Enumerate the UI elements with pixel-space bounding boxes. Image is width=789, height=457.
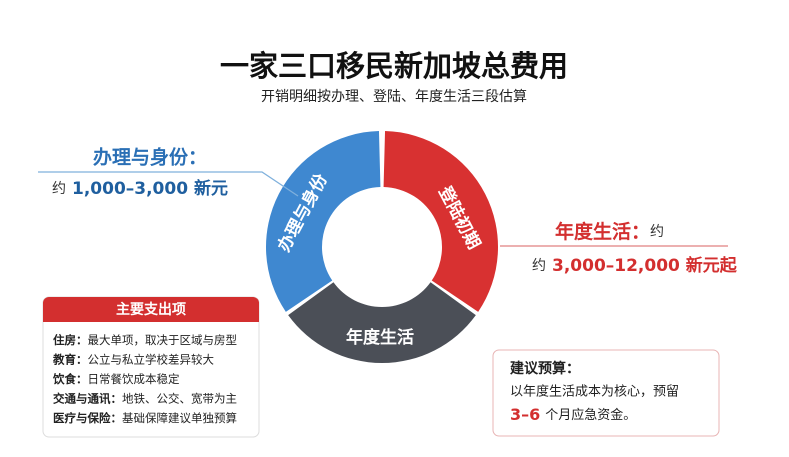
expense-label: 住房：	[53, 333, 88, 347]
right-callout-text: 约 3,000–12,000 新元起	[532, 255, 738, 276]
expense-text: 日常餐饮成本稳定	[88, 372, 180, 386]
title: 一家三口移民新加坡总费用	[220, 49, 568, 83]
expense-label: 交通与通讯：	[53, 391, 122, 405]
prefix: 约	[532, 258, 546, 274]
expense-text: 基础保障建议单独预算	[122, 411, 237, 425]
expense-item: 住房：最大单项，取决于区域与房型	[53, 333, 237, 347]
expense-item: 医疗与保险：基础保障建议单独预算	[53, 411, 237, 425]
leader-line	[38, 171, 299, 197]
expenses-list: 住房：最大单项，取决于区域与房型教育：公立与私立学校差异较大饮食：日常餐饮成本稳…	[52, 333, 237, 425]
budget-line: 3–6 个月应急资金。	[510, 405, 636, 424]
expense-item: 教育：公立与私立学校差异较大	[52, 352, 214, 366]
budget-line: 以年度生活成本为核心，预留	[510, 384, 679, 400]
expense-label: 医疗与保险：	[53, 411, 122, 425]
expense-text: 公立与私立学校差异较大	[88, 352, 215, 366]
left-callout-label: 办理与身份：	[93, 146, 207, 169]
label: 年度生活：	[555, 220, 650, 243]
expense-label: 教育：	[52, 352, 88, 366]
amount: 1,000–3,000 新元	[72, 178, 228, 199]
expenses-header-bg	[43, 297, 259, 322]
left-callout-text: 约 1,000–3,000 新元	[52, 178, 228, 199]
subtitle: 开销明细按办理、登陆、年度生活三段估算	[261, 89, 527, 105]
expenses-header: 主要支出项	[116, 301, 186, 318]
expense-item: 交通与通讯：地铁、公交、宽带为主	[53, 391, 237, 405]
expense-item: 饮食：日常餐饮成本稳定	[52, 372, 180, 386]
budget-highlight: 3–6	[510, 405, 540, 424]
prefix: 约	[52, 181, 66, 197]
budget-box	[492, 349, 720, 437]
donut-segment	[288, 282, 476, 363]
donut-segment	[383, 131, 498, 312]
expense-text: 最大单项，取决于区域与房型	[88, 333, 238, 347]
budget-title: 建议预算：	[510, 360, 580, 377]
amount: 3,000–12,000 新元起	[552, 255, 738, 276]
right-callout-label: 年度生活：约	[555, 220, 664, 243]
expense-text: 地铁、公交、宽带为主	[122, 391, 237, 405]
expense-label: 饮食：	[52, 372, 88, 386]
donut-segment	[266, 131, 381, 312]
segment-label: 年度生活	[346, 327, 414, 348]
suffix: 约	[650, 224, 664, 240]
budget-rest: 个月应急资金。	[545, 407, 636, 423]
